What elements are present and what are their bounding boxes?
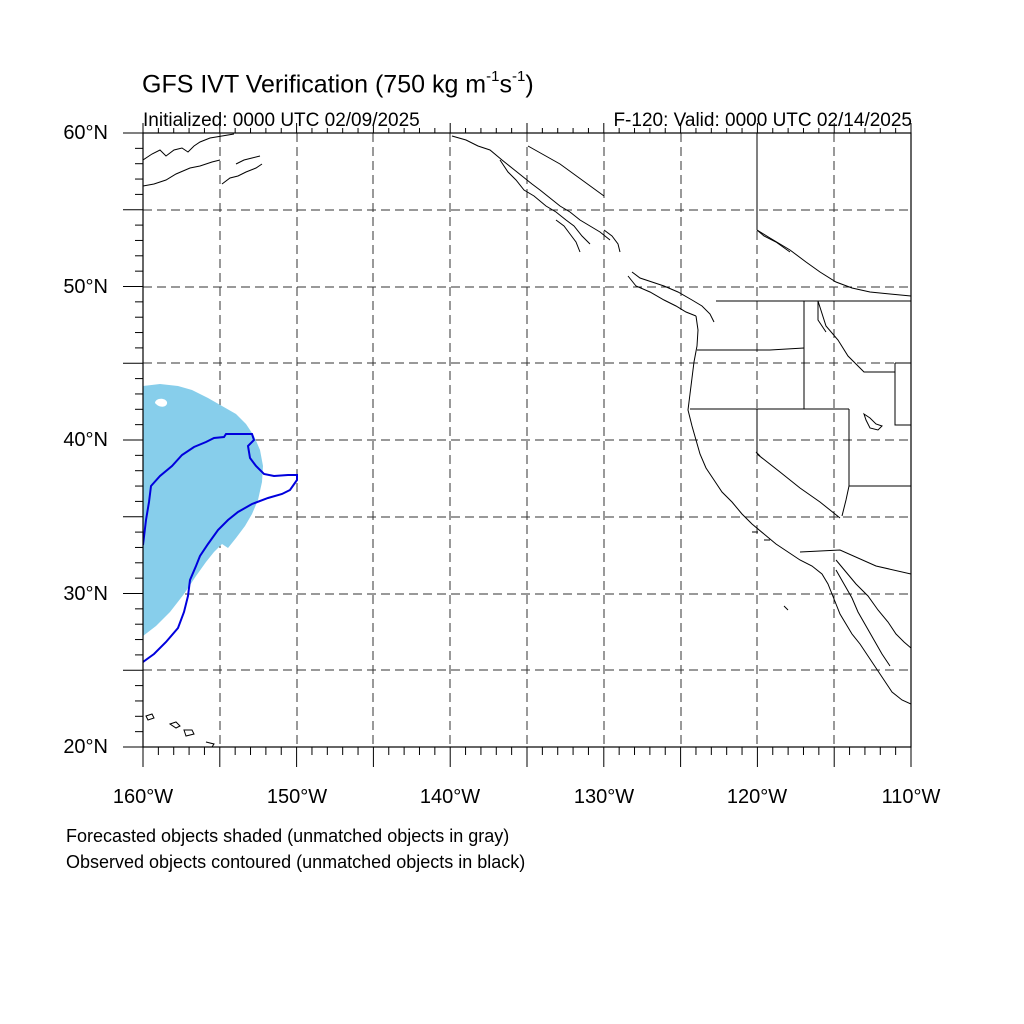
footer-forecast-note: Forecasted objects shaded (unmatched obj… xyxy=(66,826,510,846)
forecast-ivt-object xyxy=(143,384,263,636)
grid-lines xyxy=(143,133,911,747)
lon-label-120w: 120°W xyxy=(726,786,788,808)
initialized-time: Initialized: 0000 UTC 02/09/2025 xyxy=(143,110,420,131)
lat-label-40n: 40°N xyxy=(63,429,108,451)
lon-label-110w: 110°W xyxy=(881,786,941,808)
political-borders xyxy=(690,133,911,575)
footer-observed-note: Observed objects contoured (unmatched ob… xyxy=(66,852,526,872)
page-title: GFS IVT Verification (750 kg m-1s-1) xyxy=(142,68,534,99)
valid-time: F-120: Valid: 0000 UTC 02/14/2025 xyxy=(613,110,912,131)
lat-label-60n: 60°N xyxy=(63,122,108,144)
axis-ticks xyxy=(123,123,912,767)
lon-label-160w: 160°W xyxy=(112,786,174,808)
coastlines xyxy=(143,133,911,747)
observed-ivt-contour xyxy=(143,433,298,663)
lat-label-50n: 50°N xyxy=(63,276,108,298)
lon-label-130w: 130°W xyxy=(573,786,635,808)
lon-label-140w: 140°W xyxy=(419,786,481,808)
forecast-object-hole xyxy=(155,398,168,407)
lon-label-150w: 150°W xyxy=(266,786,328,808)
lat-label-20n: 20°N xyxy=(63,736,108,758)
lat-label-30n: 30°N xyxy=(63,583,108,605)
